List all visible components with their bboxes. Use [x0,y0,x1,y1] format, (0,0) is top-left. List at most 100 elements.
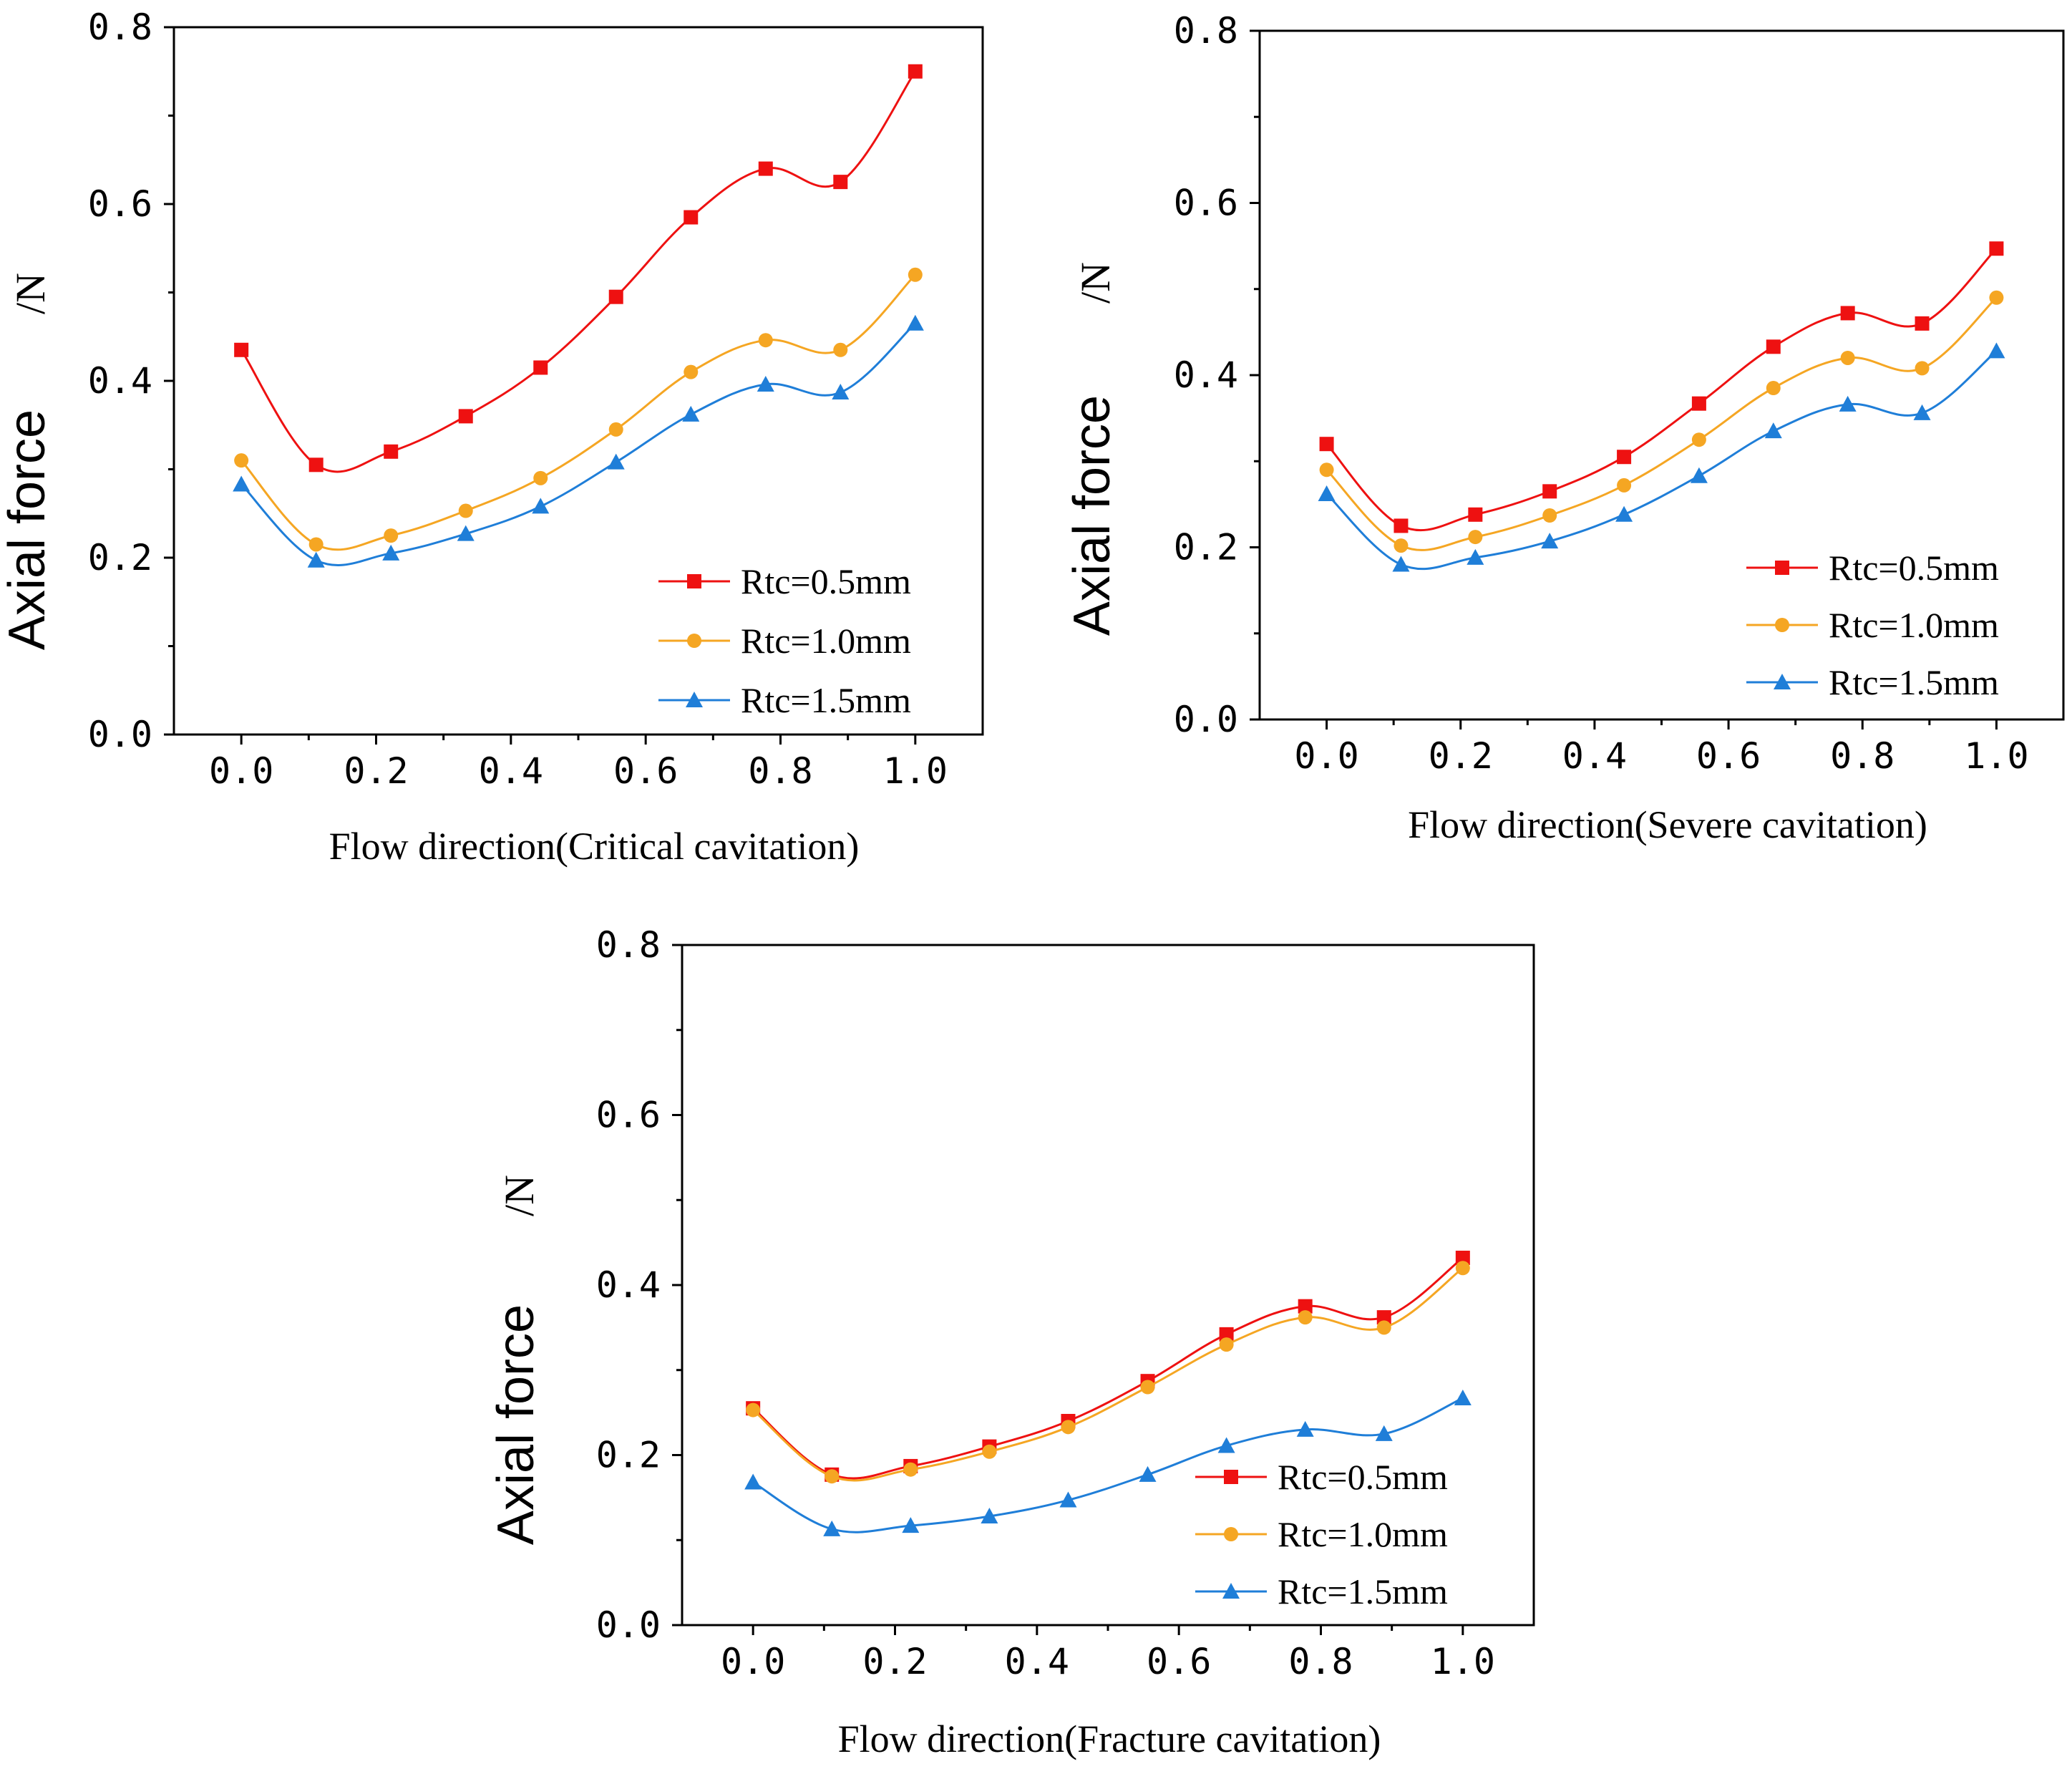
legend-label: Rtc=1.5mm [741,680,911,720]
x-axis-label: Flow direction(Severe cavitation) [1408,803,1927,846]
data-point [532,498,550,514]
x-tick-label: 0.4 [1562,735,1627,777]
data-point [1766,339,1781,354]
data-point [1989,290,2004,305]
series-2 [1319,290,2004,553]
series-line [752,1256,1464,1480]
legend-entry: Rtc=0.5mm [658,561,911,601]
legend-marker [1775,618,1789,632]
data-point [1691,396,1706,411]
legend-label: Rtc=0.5mm [741,561,911,601]
x-tick-label: 0.2 [862,1641,927,1682]
data-point [608,422,623,437]
data-point [1988,342,2005,359]
data-point [307,551,325,568]
chart-panel-1: 0.0 0.2 0.4 0.6 0.8 0.0 0.2 0.4 0.6 0.8 1.0 Flow di… [0,6,984,868]
y-tick-label: 0.4 [1174,354,1238,396]
y-tick-label: 0.2 [1174,527,1238,568]
data-point [1615,505,1633,522]
data-point [607,453,625,470]
legend-marker [686,692,703,707]
data-point [1318,485,1336,501]
y-tick-label: 0.0 [596,1604,661,1646]
data-point [982,1444,997,1459]
legend-marker [1775,561,1789,575]
legend-marker [1224,1527,1238,1541]
y-axis-label: Axial force [0,409,56,650]
x-tick-label: 0.6 [1696,735,1761,777]
y-tick-label: 0.4 [596,1264,661,1306]
data-point [384,528,399,543]
legend-marker [687,634,701,648]
data-point [1913,404,1931,420]
data-point [457,525,475,541]
data-point [1375,1425,1393,1441]
x-tick-label: 1.0 [1964,735,2028,777]
data-point [757,375,774,392]
y-tick-label: 0.8 [1174,10,1238,52]
data-point [1217,1437,1235,1453]
y-tick-label: 0.6 [88,183,152,225]
legend-label: Rtc=0.5mm [1829,548,1999,588]
data-point [1764,422,1782,439]
legend-marker [1774,674,1791,689]
data-point [384,444,399,459]
legend-entry: Rtc=0.5mm [1195,1457,1448,1497]
data-point [1219,1327,1234,1342]
legend-label: Rtc=1.0mm [1278,1514,1448,1554]
x-tick-label: 1.0 [1431,1641,1495,1682]
data-point [833,342,848,357]
data-point [1468,530,1483,545]
legend-label: Rtc=1.0mm [1829,605,1999,645]
data-point [234,453,249,468]
chart-panel-3: 0.0 0.2 0.4 0.6 0.8 0.0 0.2 0.4 0.6 0.8 1.0 Flow di… [487,924,1535,1760]
data-point [1376,1320,1391,1335]
series-line [1326,296,1998,551]
data-point [1840,306,1855,321]
data-point [608,289,623,304]
data-point [233,475,251,492]
data-point [902,1517,920,1533]
data-point [746,1402,761,1417]
data-point [1454,1389,1472,1405]
data-point [1140,1380,1155,1395]
series-1 [746,1251,1470,1482]
legend-label: Rtc=1.5mm [1829,662,1999,702]
data-point [234,342,249,357]
data-point [1298,1310,1313,1325]
data-point [1542,484,1557,499]
data-point [1319,462,1334,478]
data-point [533,470,548,485]
legend-entry: Rtc=0.5mm [1746,548,1999,588]
series-line [240,322,916,566]
data-point [533,360,548,375]
x-tick-label: 0.6 [1147,1641,1211,1682]
y-axis-unit: /N [7,273,54,314]
data-point [1766,381,1781,396]
x-axis-label: Flow direction(Critical cavitation) [329,825,860,868]
x-axis-label: Flow direction(Fracture cavitation) [838,1717,1381,1760]
data-point [1915,361,1930,376]
x-tick-label: 0.0 [721,1641,785,1682]
y-axis-unit: /N [1072,262,1119,304]
y-tick-label: 0.8 [88,6,152,48]
data-point [1840,350,1855,365]
data-point [1061,1420,1076,1435]
data-point [1468,507,1483,522]
legend-label: Rtc=0.5mm [1278,1457,1448,1497]
series-3 [233,314,924,568]
data-point [1219,1337,1234,1352]
data-point [458,409,473,424]
y-tick-label: 0.0 [1174,699,1238,740]
y-axis-unit: /N [496,1175,543,1216]
series-3 [1318,342,2005,572]
data-point [903,1462,918,1477]
series-2 [234,267,923,552]
data-point [832,384,850,400]
data-point [1541,533,1559,549]
data-point [308,457,324,472]
data-point [1298,1299,1313,1314]
data-point [382,544,400,561]
y-axis-label: Axial force [1064,395,1121,636]
